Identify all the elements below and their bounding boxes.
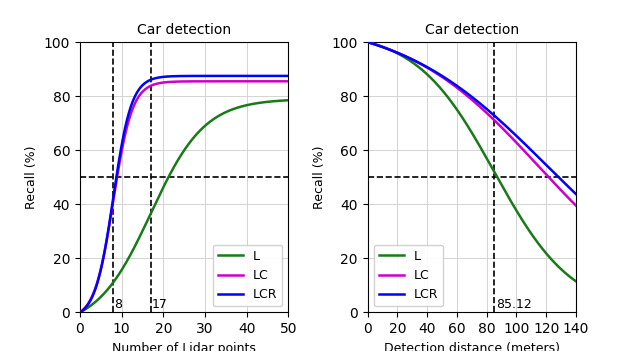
X-axis label: Number of Lidar points: Number of Lidar points bbox=[112, 342, 256, 351]
Y-axis label: Recall (%): Recall (%) bbox=[26, 146, 38, 209]
Text: 85.12: 85.12 bbox=[497, 298, 532, 311]
LC bbox=[572, 204, 580, 208]
LC bbox=[161, 80, 168, 85]
LC bbox=[168, 80, 175, 84]
Line: L: L bbox=[367, 42, 576, 282]
LC bbox=[448, 82, 456, 86]
L bbox=[97, 294, 105, 299]
LCR bbox=[385, 47, 393, 52]
LCR bbox=[220, 74, 227, 78]
L bbox=[385, 47, 393, 51]
LCR bbox=[526, 147, 534, 151]
L bbox=[168, 169, 175, 173]
L bbox=[530, 235, 538, 239]
LCR bbox=[76, 310, 84, 314]
L bbox=[572, 279, 580, 284]
LCR bbox=[161, 75, 168, 79]
L bbox=[364, 40, 371, 44]
LCR bbox=[364, 40, 371, 44]
LC bbox=[364, 40, 371, 44]
LCR bbox=[168, 74, 175, 78]
LCR bbox=[507, 128, 515, 133]
Y-axis label: Recall (%): Recall (%) bbox=[313, 146, 326, 209]
L bbox=[507, 199, 515, 203]
LCR bbox=[239, 74, 246, 78]
LC bbox=[97, 265, 105, 269]
LC bbox=[239, 79, 246, 84]
LC bbox=[507, 134, 515, 139]
LCR bbox=[456, 86, 463, 90]
LC bbox=[385, 47, 393, 51]
LCR bbox=[572, 192, 580, 196]
Text: 8: 8 bbox=[115, 298, 123, 311]
LC bbox=[530, 159, 538, 163]
LC bbox=[285, 79, 292, 84]
LCR bbox=[530, 151, 538, 155]
Title: Car detection: Car detection bbox=[137, 23, 231, 37]
Text: 17: 17 bbox=[152, 298, 168, 311]
Line: LCR: LCR bbox=[367, 42, 576, 194]
LCR bbox=[97, 266, 105, 270]
Line: LCR: LCR bbox=[80, 76, 289, 312]
Title: Car detection: Car detection bbox=[425, 23, 519, 37]
Line: LC: LC bbox=[367, 42, 576, 206]
Legend: L, LC, LCR: L, LC, LCR bbox=[374, 245, 444, 306]
LC bbox=[220, 79, 227, 84]
Line: L: L bbox=[80, 100, 289, 312]
LC bbox=[526, 155, 534, 159]
L bbox=[243, 103, 250, 107]
LCR bbox=[243, 74, 250, 78]
L bbox=[456, 111, 463, 115]
L bbox=[285, 98, 292, 102]
L bbox=[76, 310, 84, 314]
LC bbox=[76, 310, 84, 314]
L bbox=[526, 230, 534, 234]
L bbox=[239, 104, 246, 108]
L bbox=[161, 183, 168, 187]
Line: LC: LC bbox=[80, 81, 289, 312]
L bbox=[448, 100, 456, 105]
LC bbox=[456, 87, 463, 92]
X-axis label: Detection distance (meters): Detection distance (meters) bbox=[384, 342, 560, 351]
LC bbox=[243, 79, 250, 84]
Legend: L, LC, LCR: L, LC, LCR bbox=[212, 245, 282, 306]
L bbox=[220, 111, 227, 115]
LCR bbox=[448, 80, 456, 85]
LCR bbox=[285, 74, 292, 78]
